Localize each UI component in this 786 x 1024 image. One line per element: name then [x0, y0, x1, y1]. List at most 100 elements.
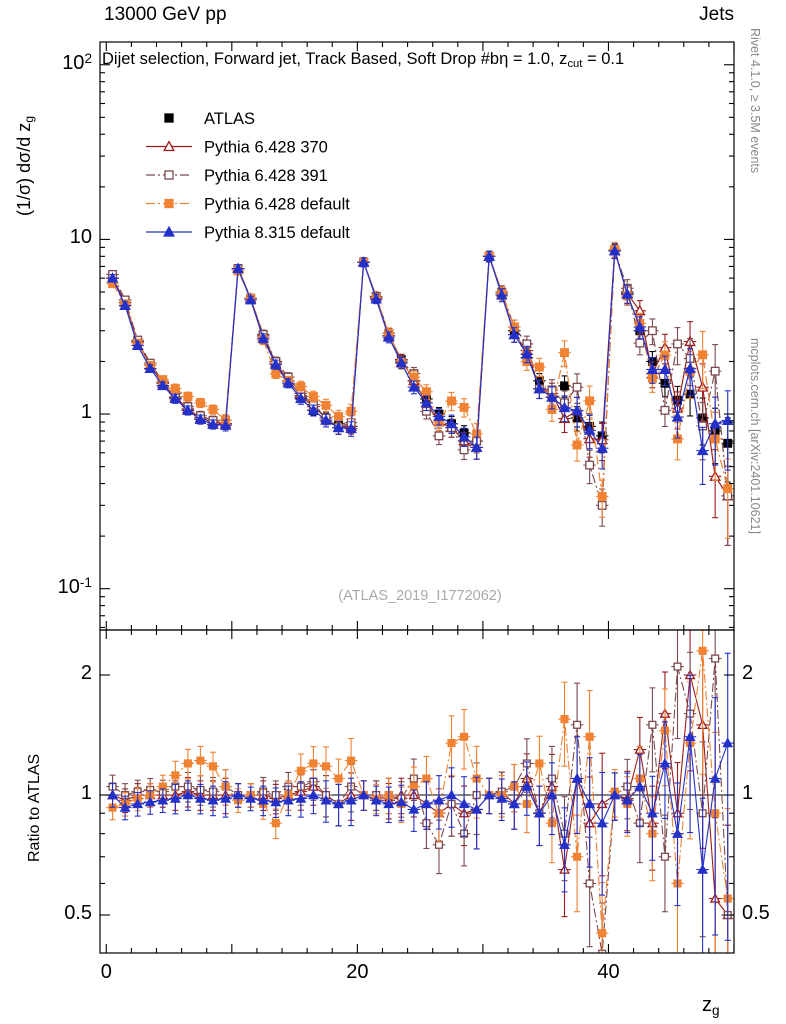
- marker-square: [585, 396, 595, 406]
- marker-triangle: [496, 792, 508, 803]
- marker-square: [296, 382, 306, 391]
- marker-square: [195, 398, 205, 408]
- marker-triangle: [207, 418, 219, 429]
- marker-triangle: [382, 331, 395, 342]
- marker-triangle: [433, 410, 445, 421]
- marker-square: [164, 198, 174, 209]
- marker-square: [573, 852, 582, 861]
- marker-square: [673, 339, 682, 349]
- marker-triangle: [295, 392, 307, 404]
- marker-triangle: [470, 441, 483, 452]
- marker-square: [434, 431, 444, 441]
- marker-triangle: [608, 244, 621, 256]
- marker-triangle: [558, 401, 571, 413]
- marker-triangle: [583, 424, 596, 435]
- marker-square: [183, 759, 192, 768]
- marker-triangle: [194, 413, 207, 424]
- marker-square: [183, 392, 193, 401]
- marker-triangle: [483, 250, 495, 261]
- legend: ATLAS Pythia 6.428 370 Pythia 6.428 391 Pyt…: [146, 110, 350, 242]
- marker-square: [648, 720, 657, 729]
- marker-triangle: [571, 404, 583, 416]
- legend-item-label: ATLAS: [204, 110, 255, 128]
- marker-square: [560, 348, 569, 358]
- marker-triangle: [195, 792, 206, 803]
- marker-triangle: [533, 382, 546, 394]
- marker-square: [421, 387, 431, 397]
- marker-triangle: [546, 391, 558, 402]
- marker-triangle: [508, 798, 520, 809]
- marker-triangle: [408, 803, 420, 814]
- marker-triangle: [395, 356, 408, 368]
- ratio-panel: [100, 630, 734, 953]
- marker-square: [321, 762, 331, 771]
- axes: [99, 41, 735, 954]
- marker-triangle: [320, 794, 332, 805]
- marker-triangle: [684, 731, 696, 741]
- marker-triangle: [571, 772, 583, 783]
- marker-triangle: [709, 772, 721, 783]
- marker-triangle: [458, 798, 470, 809]
- marker-triangle: [257, 794, 269, 805]
- marker-triangle: [596, 442, 608, 453]
- marker-square: [308, 392, 318, 401]
- marker-triangle: [534, 807, 545, 818]
- marker-square: [346, 406, 356, 416]
- marker-square: [447, 396, 456, 406]
- marker-square: [535, 759, 544, 768]
- marker-triangle: [219, 419, 232, 430]
- marker-square: [573, 720, 582, 729]
- marker-triangle: [244, 293, 257, 305]
- marker-square: [196, 756, 205, 765]
- marker-triangle: [131, 339, 144, 350]
- marker-triangle: [144, 362, 157, 373]
- marker-triangle: [358, 789, 370, 800]
- marker-triangle: [132, 798, 144, 809]
- marker-triangle: [106, 272, 119, 283]
- marker-triangle: [621, 794, 633, 805]
- legend-item-label: Pythia 8.315 default: [204, 224, 350, 242]
- marker-triangle: [345, 422, 357, 434]
- marker-triangle: [621, 288, 634, 299]
- marker-triangle: [446, 789, 457, 800]
- marker-triangle: [345, 794, 357, 805]
- marker-triangle: [659, 757, 671, 768]
- marker-square: [560, 381, 569, 391]
- legend-item-label: Pythia 6.428 391: [204, 167, 328, 185]
- marker-square: [711, 654, 720, 663]
- marker-triangle: [144, 796, 156, 807]
- marker-square: [296, 766, 305, 775]
- marker-triangle: [282, 794, 294, 805]
- marker-square: [334, 412, 343, 421]
- marker-triangle: [370, 794, 382, 805]
- marker-square: [660, 852, 670, 861]
- marker-triangle: [420, 396, 433, 408]
- marker-triangle: [295, 792, 307, 803]
- marker-triangle: [156, 379, 169, 391]
- marker-triangle: [257, 332, 270, 343]
- marker-triangle: [521, 348, 533, 359]
- marker-triangle: [282, 377, 295, 388]
- marker-square: [698, 646, 707, 655]
- marker-square: [271, 819, 280, 828]
- series-line: [112, 250, 729, 506]
- marker-triangle: [634, 780, 646, 791]
- marker-square: [459, 402, 469, 412]
- marker-square: [585, 460, 595, 470]
- series-line: [112, 249, 729, 497]
- marker-triangle: [671, 411, 684, 422]
- marker-triangle: [383, 798, 395, 809]
- marker-square: [585, 879, 594, 888]
- marker-square: [698, 350, 708, 360]
- marker-square: [164, 170, 174, 180]
- marker-square: [572, 382, 582, 392]
- marker-square: [635, 338, 645, 348]
- marker-triangle: [107, 789, 118, 800]
- marker-triangle: [163, 140, 175, 152]
- marker-square: [170, 384, 180, 393]
- marker-triangle: [646, 807, 658, 818]
- marker-triangle: [458, 430, 470, 442]
- marker-square: [347, 756, 356, 765]
- marker-triangle: [559, 839, 570, 849]
